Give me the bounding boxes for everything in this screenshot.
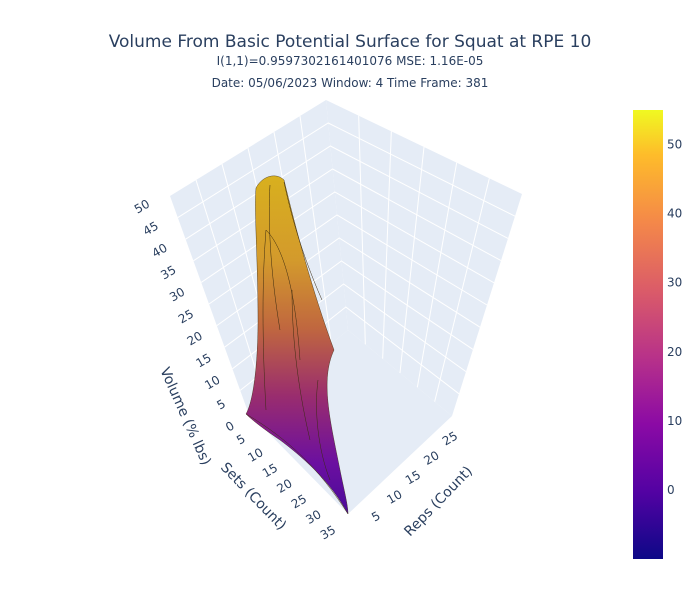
z-tick-label: 50	[132, 197, 152, 217]
surface-contour-1	[262, 229, 267, 411]
x-tick-label: 25	[440, 429, 460, 449]
chart-subtitle-fit: I(1,1)=0.9597302161401076 MSE: 1.16E-05	[216, 54, 484, 68]
z-tick-label: 45	[141, 219, 161, 239]
z-tick-label: 0	[223, 419, 237, 435]
chart-subtitle-meta: Date: 05/06/2023 Window: 4 Time Frame: 3…	[211, 76, 489, 90]
surface-contour-6	[283, 181, 323, 301]
colorbar-tick-label: 30	[667, 276, 682, 290]
z-tick-label: 15	[193, 351, 213, 371]
y-tick-label: 5	[234, 432, 248, 448]
gridline	[208, 214, 488, 306]
colorbar-tick-label: 50	[667, 138, 682, 152]
y-tick-label: 15	[260, 461, 280, 481]
gridline	[185, 145, 509, 240]
colorbar-tick-label: 10	[667, 414, 682, 428]
gridline	[177, 122, 516, 219]
colorbar-ticks: 0 10 20 30 40 50	[667, 138, 682, 497]
z-tick-label: 20	[185, 329, 205, 349]
back-wall-right	[326, 100, 522, 416]
x-tick-label: 5	[369, 509, 383, 525]
surface-contour-5	[316, 379, 331, 481]
x-tick-label: 10	[384, 487, 404, 507]
y-tick-label: 35	[318, 523, 338, 543]
z-tick-label: 25	[176, 307, 196, 327]
colorbar-tick-label: 20	[667, 345, 682, 359]
surface-contour-3	[269, 184, 281, 331]
surface-base-curve	[245, 413, 349, 515]
gridline	[200, 191, 495, 284]
y-tick-label: 30	[303, 507, 323, 527]
gridline	[193, 168, 502, 262]
y-tick-label: 25	[289, 492, 309, 512]
surface-contour-4	[291, 289, 311, 441]
z-tick-label: 10	[202, 373, 222, 393]
x-tick-label: 15	[403, 468, 423, 488]
x-tick-label: 20	[421, 448, 441, 468]
axis-ticks: 0510152025303540455051015202530355101520…	[132, 197, 460, 543]
colorbar	[633, 110, 663, 559]
chart-title: Volume From Basic Potential Surface for …	[108, 32, 592, 52]
y-tick-label: 10	[245, 445, 265, 465]
y-tick-label: 20	[274, 476, 294, 496]
z-tick-label: 5	[214, 397, 228, 413]
z-tick-label: 40	[149, 241, 169, 261]
surface-contour-2	[265, 229, 301, 361]
colorbar-tick-label: 0	[667, 483, 675, 497]
z-tick-label: 35	[158, 263, 178, 283]
potential-surface[interactable]	[245, 175, 349, 515]
colorbar-tick-label: 40	[667, 207, 682, 221]
z-tick-label: 30	[167, 285, 187, 305]
